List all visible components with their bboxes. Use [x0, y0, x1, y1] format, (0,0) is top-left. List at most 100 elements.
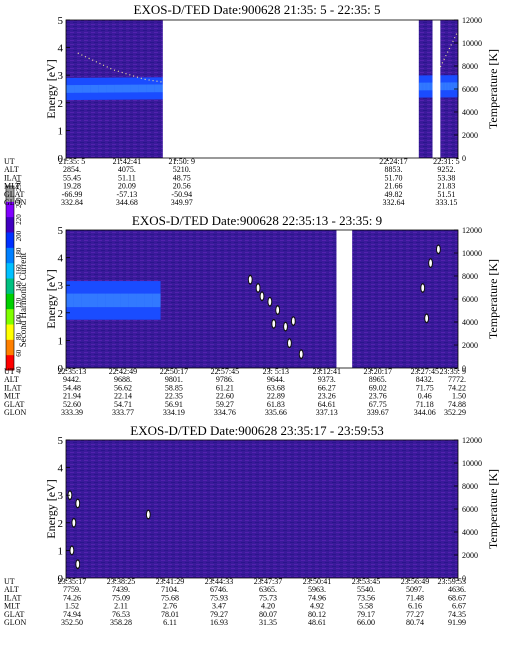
band-core-segment — [453, 82, 456, 91]
hotspot — [425, 314, 429, 322]
table-cell: 332.64 — [382, 198, 404, 207]
y2tick-label: 4000 — [462, 318, 478, 327]
band-core-segment — [66, 85, 75, 93]
band-core-segment — [418, 82, 421, 91]
band-core-segment — [66, 293, 75, 308]
band-core-segment — [443, 82, 446, 91]
table-cell: 7439. — [112, 585, 130, 594]
table-cell: 6746. — [210, 585, 228, 594]
table-cell: 22.89 — [267, 392, 285, 401]
table-cell: 23:38:25 — [107, 577, 135, 586]
band-core-segment — [419, 82, 422, 91]
table-cell: 21.66 — [384, 182, 402, 191]
table-cell: 23:50:41 — [303, 577, 331, 586]
table-cell: 68.67 — [448, 593, 466, 602]
band-core-segment — [449, 82, 452, 91]
table-cell: 71.48 — [406, 593, 424, 602]
ytick-label: 5 — [58, 225, 64, 237]
table-cell: 21.94 — [63, 392, 81, 401]
table-cell: 23:44:33 — [205, 577, 233, 586]
table-cell: 21.83 — [437, 182, 455, 191]
colorbar-tick-label: 240 — [15, 197, 23, 208]
table-cell: 23:20:17 — [364, 367, 392, 376]
table-cell: 51.51 — [437, 190, 455, 199]
panel-2-plot — [65, 229, 459, 369]
y2tick-label: 8000 — [462, 482, 478, 491]
panel-3-y2label: Temperature [K] — [486, 469, 500, 549]
colorbar-swatch — [6, 232, 14, 248]
hotspot — [291, 317, 295, 325]
colorbar-swatch — [6, 354, 14, 371]
table-cell: 80.74 — [406, 618, 424, 627]
colorbar-tick-label: 120 — [15, 297, 23, 308]
table-cell: 9801. — [165, 375, 183, 384]
band-core-segment — [120, 293, 130, 308]
spectrogram-panel-2: EXOS-D/TED Date:900628 22:35:13 - 23:35:… — [4, 213, 500, 417]
table-cell: 22.35 — [165, 392, 183, 401]
ytick-label: 3 — [58, 490, 64, 502]
table-row-label: MLT — [4, 392, 20, 401]
table-cell: 5963. — [308, 585, 326, 594]
table-row-label: ILAT — [4, 173, 21, 182]
table-cell: 7104. — [161, 585, 179, 594]
table-cell: 19.28 — [63, 182, 81, 191]
colorbar-swatch — [6, 278, 14, 294]
table-row-label: UT — [4, 577, 15, 586]
ytick-label: 1 — [58, 335, 64, 347]
colorbar-tick-label: 180 — [15, 247, 23, 258]
table-cell: 78.01 — [161, 610, 179, 619]
table-cell: 23:53:45 — [352, 577, 380, 586]
table-row-label: UT — [4, 367, 15, 376]
panel-1-yticks: 0 1 2 3 4 5 — [58, 15, 70, 165]
table-cell: 80.07 — [259, 610, 277, 619]
table-cell: 332.84 — [61, 198, 83, 207]
colorbar-swatch — [6, 262, 14, 279]
table-cell: 333.15 — [435, 198, 457, 207]
ytick-label: 0 — [58, 363, 64, 375]
table-cell: 48.61 — [308, 618, 326, 627]
band-core-segment — [431, 82, 434, 91]
y2tick-label: 10000 — [462, 39, 482, 48]
table-cell: 2854. — [63, 165, 81, 174]
table-cell: 79.17 — [357, 610, 375, 619]
table-cell: 53.38 — [437, 173, 455, 182]
table-cell: 337.13 — [316, 408, 338, 417]
table-cell: 344.68 — [116, 198, 138, 207]
band-core-segment — [81, 293, 91, 308]
table-cell: 352.29 — [444, 408, 466, 417]
ytick-label: 3 — [58, 70, 64, 82]
y2tick-label: 6000 — [462, 85, 478, 94]
colorbar: 40 60 80 100 120 140 160 180 200 220 240 250 — [5, 180, 23, 374]
table-cell: 73.56 — [357, 593, 375, 602]
band-core-segment — [455, 82, 458, 91]
ytick-label: 5 — [58, 15, 64, 27]
colorbar-tick-label: 250 — [15, 180, 23, 191]
hotspot — [284, 323, 287, 331]
y2tick-label: 12000 — [462, 436, 482, 445]
hotspot — [256, 284, 260, 292]
band-core-segment — [114, 84, 123, 93]
table-cell: 91.99 — [448, 618, 466, 627]
table-cell: 31.35 — [259, 618, 277, 627]
table-cell: -66.99 — [62, 190, 83, 199]
table-cell: 2.76 — [163, 602, 177, 611]
data-gap — [162, 20, 419, 158]
table-cell: 21:42:41 — [113, 157, 141, 166]
table-cell: 9688. — [114, 375, 132, 384]
table-cell: 22:24:17 — [379, 157, 407, 166]
hotspot — [72, 519, 76, 527]
panel-2-title: EXOS-D/TED Date:900628 22:35:13 - 23:35:… — [132, 213, 382, 228]
table-row-label: ALT — [4, 585, 19, 594]
plot-noise — [66, 440, 458, 578]
colorbar-swatch — [6, 201, 14, 218]
ytick-label: 3 — [58, 280, 64, 292]
table-cell: 54.48 — [63, 383, 81, 392]
panel-3-ylabel: Energy [eV] — [44, 479, 58, 538]
hotspot — [268, 298, 272, 306]
band-core-segment — [146, 84, 156, 93]
table-cell: 49.82 — [384, 190, 402, 199]
table-cell: 22:35:13 — [58, 367, 86, 376]
hotspot — [276, 306, 280, 314]
band-core-segment — [98, 84, 107, 93]
